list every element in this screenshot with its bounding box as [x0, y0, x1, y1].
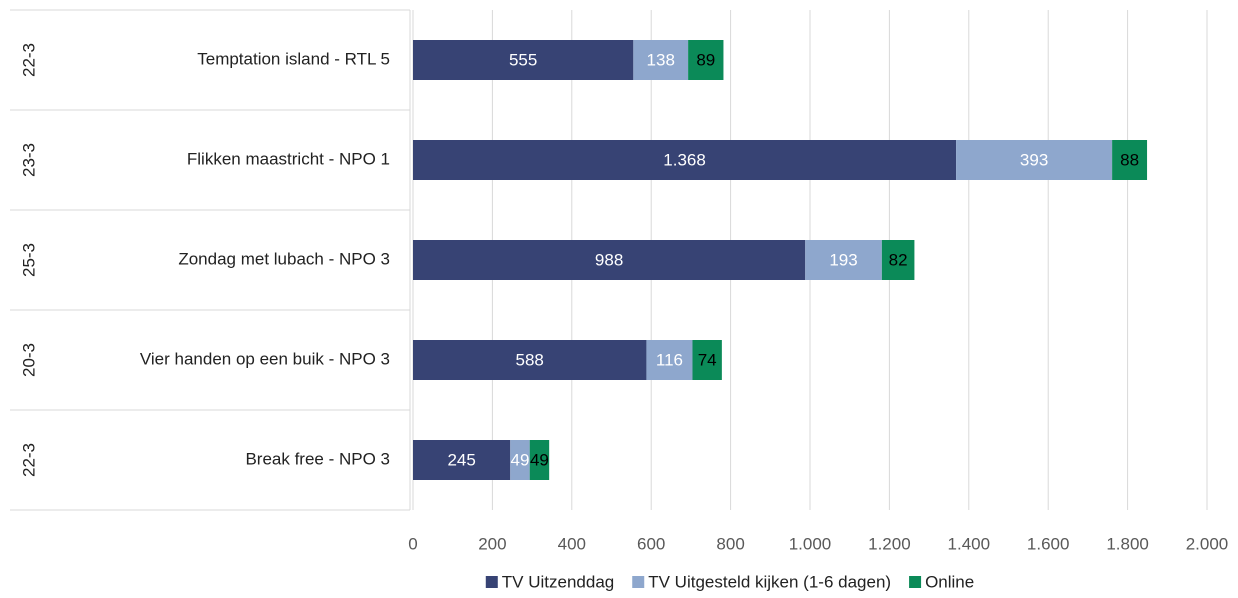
- category-label: Flikken maastricht - NPO 1: [187, 149, 390, 168]
- legend-swatch: [485, 576, 498, 588]
- data-label: 1.368: [663, 150, 706, 169]
- category-label: Temptation island - RTL 5: [197, 49, 390, 68]
- data-label: 555: [509, 50, 537, 69]
- x-tick-label: 0: [408, 534, 417, 553]
- data-label: 138: [647, 50, 675, 69]
- category-label: Vier handen op een buik - NPO 3: [140, 349, 390, 368]
- data-label: 82: [889, 250, 908, 269]
- category-label: Zondag met lubach - NPO 3: [178, 249, 390, 268]
- bar-segment: [413, 340, 647, 380]
- x-tick-label: 1.400: [948, 534, 991, 553]
- bar-segment: [646, 340, 693, 380]
- bar-segment: [510, 440, 530, 480]
- data-label: 393: [1020, 150, 1048, 169]
- data-label: 49: [530, 450, 549, 469]
- bar-segment: [688, 40, 724, 80]
- group-label: 20-3: [19, 343, 38, 377]
- bar-segment: [413, 440, 511, 480]
- data-label: 988: [595, 250, 623, 269]
- x-tick-label: 1.800: [1106, 534, 1149, 553]
- x-tick-label: 800: [716, 534, 744, 553]
- bar-segment: [413, 240, 806, 280]
- data-label: 89: [696, 50, 715, 69]
- x-tick-label: 1.600: [1027, 534, 1070, 553]
- x-tick-label: 2.000: [1186, 534, 1229, 553]
- x-tick-label: 1.200: [868, 534, 911, 553]
- bar-segment: [956, 140, 1113, 180]
- bar-segment: [529, 440, 550, 480]
- legend-label: Online: [925, 572, 974, 591]
- group-label: 25-3: [19, 243, 38, 277]
- data-label: 88: [1120, 150, 1139, 169]
- x-tick-label: 1.000: [789, 534, 832, 553]
- legend-swatch: [632, 576, 645, 588]
- bar-segment: [413, 40, 634, 80]
- bar-segment: [1112, 140, 1148, 180]
- bar-segment: [633, 40, 689, 80]
- data-label: 245: [447, 450, 475, 469]
- data-label: 74: [698, 350, 717, 369]
- group-label: 22-3: [19, 443, 38, 477]
- group-label: 22-3: [19, 43, 38, 77]
- data-label: 116: [656, 350, 683, 369]
- x-tick-label: 600: [637, 534, 665, 553]
- data-label: 49: [511, 450, 530, 469]
- legend-label: TV Uitgesteld kijken (1-6 dagen): [648, 572, 891, 591]
- group-label: 23-3: [19, 143, 38, 177]
- bar-segment: [881, 240, 915, 280]
- data-label: 193: [829, 250, 857, 269]
- x-tick-label: 200: [478, 534, 506, 553]
- x-tick-label: 400: [558, 534, 586, 553]
- category-label: Break free - NPO 3: [245, 449, 390, 468]
- legend-swatch: [909, 576, 922, 588]
- legend-label: TV Uitzenddag: [502, 572, 614, 591]
- bar-segment: [805, 240, 882, 280]
- data-label: 588: [516, 350, 544, 369]
- bar-segment: [413, 140, 957, 180]
- bar-segment: [692, 340, 722, 380]
